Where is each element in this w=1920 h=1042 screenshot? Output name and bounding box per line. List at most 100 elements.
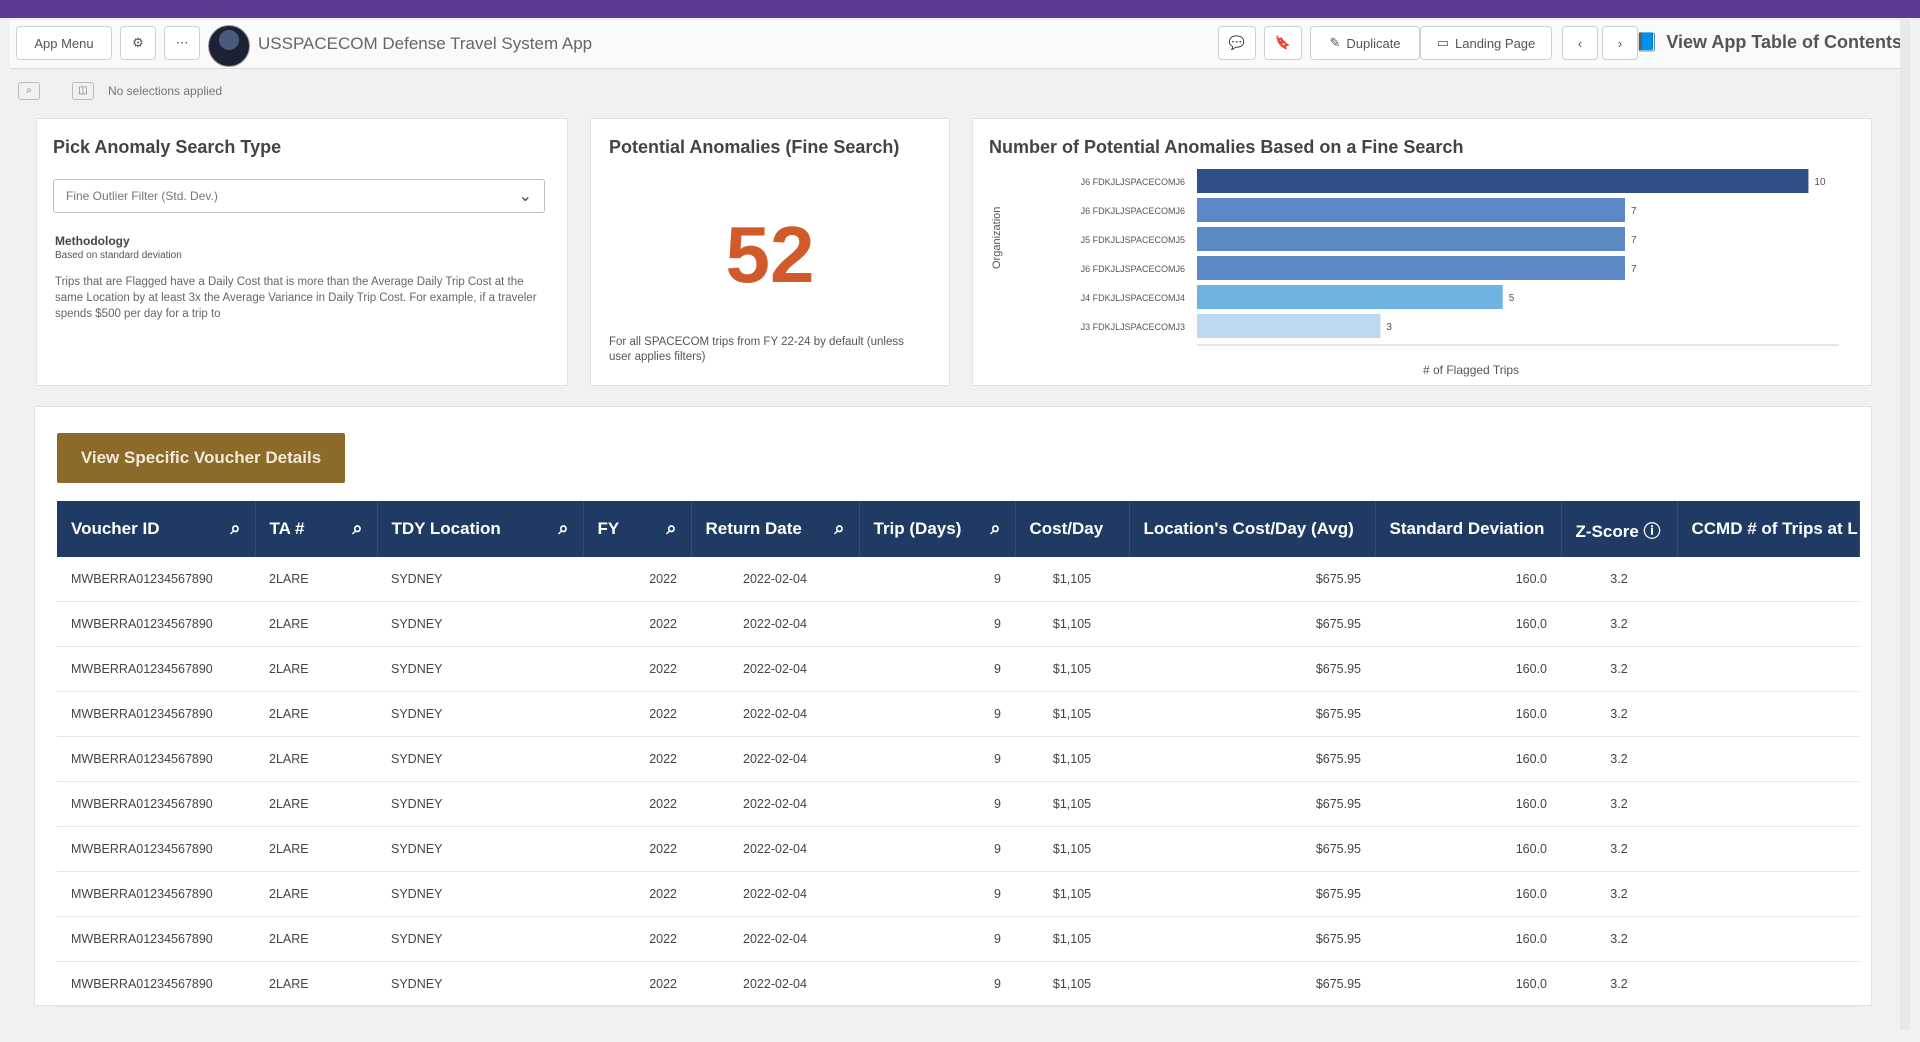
search-icon[interactable]: ⌕ (352, 518, 363, 538)
column-header[interactable]: Return Date ⌕ (691, 501, 860, 557)
table-cell (1677, 781, 1859, 827)
selections-tool-icon[interactable]: ◫ (72, 82, 94, 100)
chevron-down-icon: ⌄ (518, 188, 532, 205)
table-cell: 9 (859, 557, 1015, 602)
voucher-table: Voucher ID ⌕ TA # ⌕ TDY Location ⌕ FY ⌕ Return D… (57, 501, 1860, 1007)
selections-bar: ⌕ ◫ No selections applied (10, 76, 1906, 104)
column-header-label: FY (597, 519, 620, 538)
table-cell: $1,105 (1015, 781, 1129, 827)
table-cell: $675.95 (1129, 691, 1375, 737)
table-cell: 3.2 (1561, 557, 1677, 602)
methodology-subtitle: Based on standard deviation (55, 250, 182, 261)
chart-value-label: 7 (1631, 264, 1637, 275)
chart-value-label: 7 (1631, 235, 1637, 246)
anomalies-bar-chart[interactable]: J6 FDKJLJSPACECOMJ6 10 J6 FDKJLJSPACECOMJ6… (973, 119, 1873, 387)
table-cell: $675.95 (1129, 781, 1375, 827)
table-row[interactable]: MWBERRA01234567890 2LARE SYDNEY 2022 2022-02… (57, 916, 1859, 962)
table-cell: 2022 (583, 646, 691, 692)
chart-bar (1197, 256, 1625, 280)
table-cell: $1,105 (1015, 646, 1129, 692)
previous-sheet-button[interactable]: ‹ (1562, 26, 1598, 60)
bookmark-button[interactable]: 🔖 (1264, 26, 1302, 60)
search-icon[interactable]: ⌕ (666, 518, 677, 538)
table-row[interactable]: MWBERRA01234567890 2LARE SYDNEY 2022 2022-02… (57, 691, 1859, 737)
table-row[interactable]: MWBERRA01234567890 2LARE SYDNEY 2022 2022-02… (57, 826, 1859, 872)
table-cell: 2022-02-04 (691, 646, 859, 692)
search-type-select[interactable]: Fine Outlier Filter (Std. Dev.) ⌄ (53, 179, 545, 213)
comment-button[interactable]: 💬 (1218, 26, 1256, 60)
column-header[interactable]: TDY Location ⌕ (377, 501, 584, 557)
kpi-card: Potential Anomalies (Fine Search) 52 For… (590, 118, 950, 386)
column-header[interactable]: Cost/Day (1015, 501, 1130, 557)
methodology-body: Trips that are Flagged have a Daily Cost… (55, 276, 537, 320)
column-header[interactable]: Standard Deviation (1375, 501, 1562, 557)
kpi-value: 52 (725, 210, 815, 299)
column-header[interactable]: Location's Cost/Day (Avg) (1129, 501, 1376, 557)
table-cell (1677, 736, 1859, 782)
table-cell: $1,105 (1015, 691, 1129, 737)
book-icon: 📘 (1635, 32, 1659, 52)
search-icon[interactable]: ⌕ (230, 518, 241, 538)
app-menu-button[interactable]: App Menu (16, 26, 112, 60)
table-cell: $1,105 (1015, 916, 1129, 962)
chart-category-label: J3 FDKJLJSPACECOMJ3 (1081, 322, 1185, 332)
more-icon: ⋯ (175, 35, 189, 50)
methodology-title: Methodology (55, 234, 130, 248)
comment-icon: 💬 (1228, 35, 1246, 50)
search-icon[interactable]: ⌕ (558, 518, 569, 538)
table-row[interactable]: MWBERRA01234567890 2LARE SYDNEY 2022 2022-02… (57, 871, 1859, 917)
column-header[interactable]: CCMD # of Trips at L (1677, 501, 1860, 557)
table-cell: $1,105 (1015, 961, 1129, 1007)
chart-value-label: 5 (1509, 293, 1515, 304)
table-cell: 3.2 (1561, 916, 1677, 962)
table-cell: SYDNEY (377, 961, 583, 1007)
table-cell: 160.0 (1375, 781, 1561, 827)
table-cell: $675.95 (1129, 961, 1375, 1007)
table-row[interactable]: MWBERRA01234567890 2LARE SYDNEY 2022 2022-02… (57, 601, 1859, 647)
table-cell: $675.95 (1129, 601, 1375, 647)
table-cell: MWBERRA01234567890 (57, 916, 255, 962)
next-sheet-button[interactable]: › (1602, 26, 1638, 60)
view-voucher-details-button[interactable]: View Specific Voucher Details (57, 433, 345, 483)
top-accent-bar (0, 0, 1920, 18)
table-of-contents-link[interactable]: 📘 View App Table of Contents (1636, 32, 1902, 53)
table-cell: 2022 (583, 961, 691, 1007)
smart-search-icon[interactable]: ⌕ (18, 82, 40, 100)
table-row[interactable]: MWBERRA01234567890 2LARE SYDNEY 2022 2022-02… (57, 736, 1859, 782)
table-cell: 160.0 (1375, 736, 1561, 782)
settings-button[interactable]: ⚙ (120, 26, 156, 60)
chart-category-label: J6 FDKJLJSPACECOMJ6 (1081, 177, 1185, 187)
table-row[interactable]: MWBERRA01234567890 2LARE SYDNEY 2022 2022-02… (57, 646, 1859, 692)
chart-category-label: J6 FDKJLJSPACECOMJ6 (1081, 264, 1185, 274)
table-row[interactable]: MWBERRA01234567890 2LARE SYDNEY 2022 2022-02… (57, 781, 1859, 827)
column-header[interactable]: Trip (Days) ⌕ (859, 501, 1016, 557)
table-cell: SYDNEY (377, 691, 583, 737)
table-row[interactable]: MWBERRA01234567890 2LARE SYDNEY 2022 2022-02… (57, 961, 1859, 1007)
column-header[interactable]: Z-Score ⓘ (1561, 501, 1678, 557)
column-header[interactable]: TA # ⌕ (255, 501, 378, 557)
table-row[interactable]: MWBERRA01234567890 2LARE SYDNEY 2022 2022-02… (57, 557, 1859, 602)
search-icon[interactable]: ⌕ (990, 518, 1001, 538)
column-header-label: Z-Score ⓘ (1575, 521, 1661, 541)
chart-bar (1197, 227, 1625, 251)
table-header-row: Voucher ID ⌕ TA # ⌕ TDY Location ⌕ FY ⌕ Return D… (57, 501, 1860, 557)
landing-page-button[interactable]: ▭ Landing Page (1420, 26, 1552, 60)
chart-value-label: 7 (1631, 206, 1637, 217)
column-header[interactable]: Voucher ID ⌕ (57, 501, 256, 557)
table-cell: MWBERRA01234567890 (57, 646, 255, 692)
table-cell: 2LARE (255, 961, 377, 1007)
table-cell: 2022 (583, 601, 691, 647)
table-cell: 2LARE (255, 916, 377, 962)
chart-value-label: 3 (1386, 322, 1392, 333)
table-cell: 2LARE (255, 601, 377, 647)
table-cell: 160.0 (1375, 646, 1561, 692)
column-header[interactable]: FY ⌕ (583, 501, 692, 557)
search-icon[interactable]: ⌕ (834, 518, 845, 538)
table-cell (1677, 601, 1859, 647)
table-cell: MWBERRA01234567890 (57, 601, 255, 647)
table-cell: MWBERRA01234567890 (57, 781, 255, 827)
page-scrollbar[interactable] (1900, 20, 1910, 1030)
duplicate-button[interactable]: ✎ Duplicate (1310, 26, 1420, 60)
more-button[interactable]: ⋯ (164, 26, 200, 60)
app-menu-label: App Menu (34, 35, 94, 51)
